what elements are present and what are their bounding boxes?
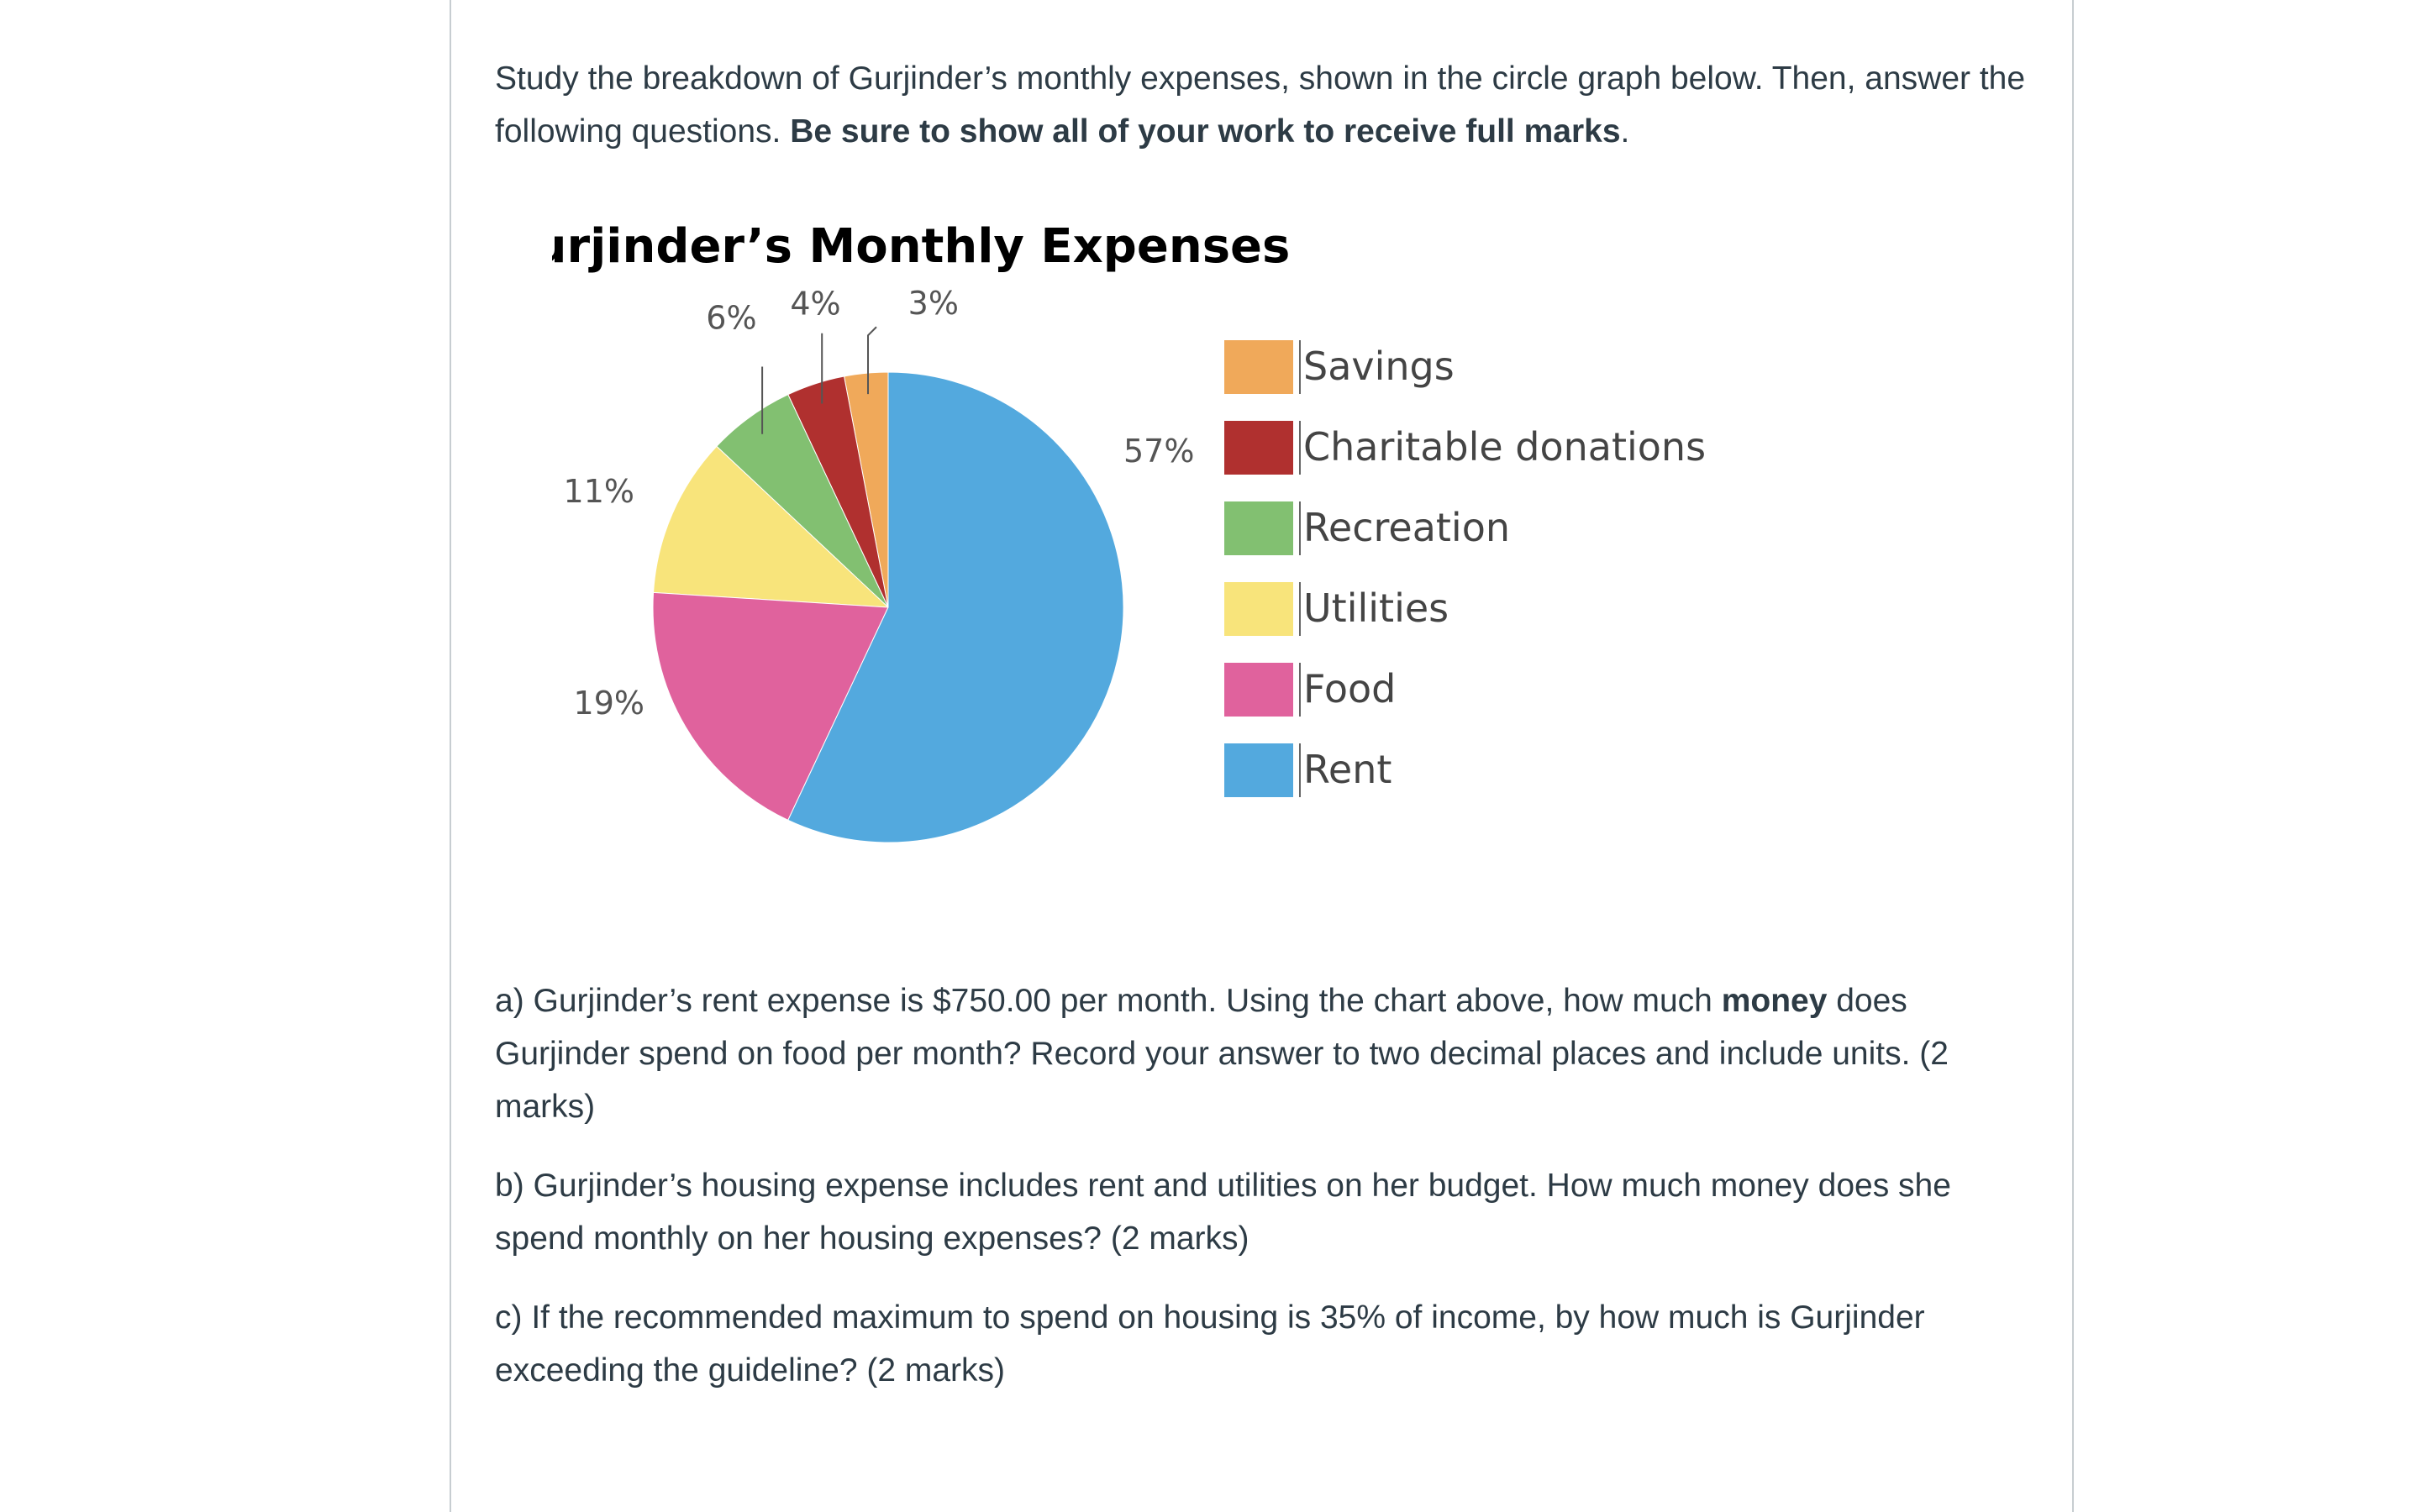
question-a-post: does Gurjinder spend on food per month? … <box>495 983 1949 1125</box>
legend-swatch-charitable-donations <box>1224 421 1293 475</box>
question-panel: Study the breakdown of Gurjinder’s month… <box>450 0 2074 1512</box>
pie-label-charitable-donations: 4% <box>790 286 840 323</box>
expenses-pie-chart: Gurjinder’s Monthly Expenses 3% 4% 6% 11% 19… <box>552 219 1706 843</box>
chart-legend: Savings Charitable donations Recreation Uti… <box>1224 340 1706 797</box>
pie-slice-rent <box>787 371 1124 843</box>
pie-slice-food <box>652 591 889 822</box>
question-a-text: a) Gurjinder’s rent expense is $750.00 p… <box>495 974 2041 1133</box>
pie-labels: 3% 4% 6% 11% 19% 57% <box>564 285 1195 722</box>
legend-swatch-food <box>1224 663 1293 717</box>
legend-swatch-rent <box>1224 743 1293 797</box>
leader-line-savings <box>867 326 877 395</box>
pie-label-utilities: 11% <box>564 473 634 510</box>
pie-label-savings: 3% <box>908 285 959 322</box>
pie-slice-utilities <box>653 445 890 608</box>
pie-slices <box>652 371 1124 843</box>
pie-label-recreation: 6% <box>706 299 756 336</box>
legend-label-charitable-donations: Charitable donations <box>1303 424 1706 470</box>
legend-swatch-recreation <box>1224 501 1293 555</box>
legend-label-utilities: Utilities <box>1303 585 1449 631</box>
intro-plain: Study the breakdown of Gurjinder’s month… <box>495 60 2026 150</box>
intro-bold: Be sure to show all of your work to rece… <box>790 113 1621 150</box>
intro-end: . <box>1620 113 1630 150</box>
legend-label-recreation: Recreation <box>1303 505 1510 550</box>
intro-text: Study the breakdown of Gurjinder’s month… <box>495 52 2041 158</box>
question-b-text: b) Gurjinder’s housing expense includes … <box>495 1168 1951 1257</box>
legend-swatch-savings <box>1224 340 1293 394</box>
legend-label-rent: Rent <box>1303 747 1392 792</box>
legend-swatch-utilities <box>1224 582 1293 636</box>
intro-block: Study the breakdown of Gurjinder’s month… <box>495 52 2041 158</box>
pie-label-food: 19% <box>574 685 644 722</box>
question-a-pre: a) Gurjinder’s rent expense is $750.00 p… <box>495 983 1722 1019</box>
question-a-bold: money <box>1721 983 1828 1019</box>
question-c: c) If the recommended maximum to spend o… <box>495 1291 2041 1397</box>
question-b: b) Gurjinder’s housing expense includes … <box>495 1159 2041 1265</box>
legend-label-food: Food <box>1303 666 1396 711</box>
chart-title: Gurjinder’s Monthly Expenses <box>552 219 1290 274</box>
question-a: a) Gurjinder’s rent expense is $750.00 p… <box>495 974 2041 1133</box>
legend-label-savings: Savings <box>1303 344 1455 389</box>
question-c-text: c) If the recommended maximum to spend o… <box>495 1299 1925 1389</box>
pie-label-rent: 57% <box>1123 433 1194 470</box>
